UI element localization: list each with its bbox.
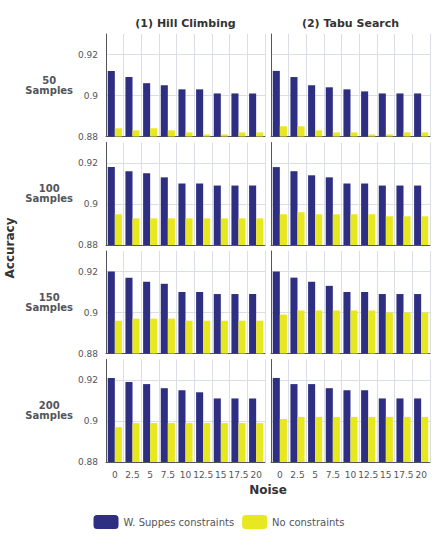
svg-text:0.88: 0.88 [78,240,98,250]
svg-text:2.5: 2.5 [290,470,304,480]
svg-text:Accuracy: Accuracy [3,217,17,278]
svg-text:200: 200 [38,400,60,412]
svg-text:0.9: 0.9 [84,308,99,318]
svg-text:7.5: 7.5 [161,470,175,480]
svg-text:15: 15 [380,470,391,480]
svg-text:100: 100 [38,183,60,195]
svg-text:7.5: 7.5 [326,470,340,480]
svg-text:10: 10 [180,470,192,480]
svg-text:17.5: 17.5 [393,470,413,480]
svg-text:0: 0 [112,470,118,480]
svg-text:Samples: Samples [25,302,73,313]
svg-text:5: 5 [147,470,153,480]
svg-text:15: 15 [215,470,226,480]
svg-text:5: 5 [312,470,318,480]
svg-text:W. Suppes constraints: W. Suppes constraints [124,517,235,528]
svg-text:0.88: 0.88 [78,349,98,359]
svg-text:(2) Tabu Search: (2) Tabu Search [302,17,399,30]
svg-text:0.9: 0.9 [84,416,99,426]
svg-text:20: 20 [250,470,262,480]
svg-text:150: 150 [38,291,60,303]
svg-text:17.5: 17.5 [228,470,248,480]
svg-text:0.9: 0.9 [84,199,99,209]
svg-text:50: 50 [42,74,57,86]
svg-text:0.88: 0.88 [78,457,98,467]
svg-text:2.5: 2.5 [125,470,139,480]
svg-text:Samples: Samples [25,410,73,421]
svg-text:10: 10 [345,470,357,480]
svg-text:0: 0 [277,470,283,480]
svg-text:0.92: 0.92 [78,267,98,277]
svg-text:12.5: 12.5 [358,470,378,480]
svg-text:0.88: 0.88 [78,132,98,142]
svg-text:Samples: Samples [25,193,73,204]
svg-text:(1) Hill Climbing: (1) Hill Climbing [135,17,235,30]
svg-text:0.92: 0.92 [78,50,98,60]
svg-text:Samples: Samples [25,85,73,96]
svg-text:0.92: 0.92 [78,158,98,168]
svg-text:No constraints: No constraints [272,517,344,528]
svg-text:Noise: Noise [249,483,287,497]
svg-text:0.92: 0.92 [78,375,98,385]
svg-text:12.5: 12.5 [193,470,213,480]
svg-text:0.9: 0.9 [84,91,99,101]
svg-text:20: 20 [415,470,427,480]
